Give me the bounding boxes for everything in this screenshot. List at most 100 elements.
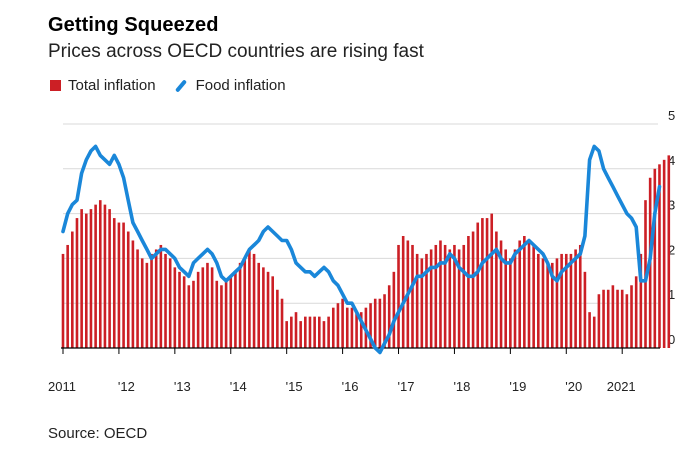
- bar-total-inflation: [541, 258, 545, 348]
- bar-total-inflation: [154, 249, 158, 348]
- bar-total-inflation: [164, 253, 167, 348]
- bar-total-inflation: [327, 316, 330, 348]
- bar-total-inflation: [383, 294, 386, 348]
- bar-total-inflation: [252, 253, 256, 348]
- bar-total-inflation: [606, 289, 610, 348]
- source-note: Source: OECD: [48, 425, 148, 442]
- bar-total-inflation: [243, 258, 247, 348]
- x-tick-label: '19: [509, 379, 526, 394]
- bar-total-inflation: [304, 316, 307, 348]
- bar-total-inflation: [341, 298, 344, 348]
- bar-total-inflation: [578, 244, 582, 348]
- bar-total-inflation: [639, 253, 643, 348]
- x-tick-label: '20: [565, 379, 582, 394]
- bar-total-inflation: [397, 244, 400, 348]
- bar-total-inflation: [630, 285, 633, 348]
- bar-total-inflation: [439, 240, 442, 348]
- bar-total-inflation: [126, 231, 130, 348]
- legend-item-total: Total inflation: [50, 77, 156, 94]
- bar-total-inflation: [80, 209, 83, 348]
- bar-total-inflation: [85, 213, 88, 348]
- bar-total-inflation: [150, 253, 153, 348]
- x-tick-label: '18: [453, 379, 470, 394]
- bar-total-inflation: [369, 303, 372, 348]
- bar-total-inflation: [471, 231, 475, 348]
- bar-total-inflation: [276, 289, 279, 348]
- bar-total-inflation: [653, 168, 657, 348]
- x-tick-label: '15: [286, 379, 303, 394]
- bar-total-inflation: [355, 312, 358, 348]
- legend-swatch-total: [50, 80, 61, 91]
- bar-total-inflation: [187, 285, 191, 348]
- bar-total-inflation: [178, 271, 181, 348]
- y-tick-label: 4: [668, 153, 675, 168]
- bar-total-inflation: [215, 280, 219, 348]
- bar-total-inflation: [415, 253, 419, 348]
- x-tick-label: '16: [342, 379, 359, 394]
- bar-total-inflation: [238, 262, 242, 348]
- bar-total-inflation: [262, 267, 265, 348]
- bar-total-inflation: [537, 253, 540, 348]
- bar-total-inflation: [667, 155, 671, 348]
- bar-total-inflation: [257, 262, 261, 348]
- bar-total-inflation: [229, 276, 233, 348]
- bar-total-inflation: [322, 321, 326, 348]
- bar-total-inflation: [485, 218, 489, 348]
- bar-total-inflation: [551, 262, 554, 348]
- bar-total-inflation: [98, 200, 102, 348]
- bar-total-inflation: [583, 271, 587, 348]
- bar-total-inflation: [271, 276, 274, 348]
- bar-total-inflation: [634, 276, 638, 348]
- chart-title: Getting Squeezed: [48, 14, 219, 36]
- bar-total-inflation: [597, 294, 601, 348]
- bar-total-inflation: [564, 253, 568, 348]
- bar-total-inflation: [373, 298, 377, 348]
- bar-total-inflation: [294, 312, 298, 348]
- bar-total-inflation: [61, 253, 65, 348]
- bar-total-inflation: [513, 249, 517, 348]
- bar-total-inflation: [527, 240, 531, 348]
- bar-total-inflation: [145, 262, 149, 348]
- bar-total-inflation: [429, 249, 433, 348]
- bar-total-inflation: [201, 267, 205, 348]
- bar-total-inflation: [299, 321, 302, 348]
- bar-total-inflation: [159, 244, 163, 348]
- bar-total-inflation: [476, 222, 480, 348]
- bar-total-inflation: [495, 231, 498, 348]
- bar-total-inflation: [662, 159, 666, 348]
- bar-total-inflation: [457, 249, 461, 348]
- x-tick-label: '12: [118, 379, 135, 394]
- bar-total-inflation: [592, 316, 596, 348]
- x-tick-label: '13: [174, 379, 191, 394]
- bar-total-inflation: [588, 312, 591, 348]
- bar-total-inflation: [290, 316, 293, 348]
- bar-total-inflation: [308, 316, 312, 348]
- bar-total-inflation: [318, 316, 321, 348]
- bar-total-inflation: [658, 164, 661, 348]
- bar-total-inflation: [560, 253, 563, 348]
- legend-item-food: Food inflation: [156, 77, 286, 94]
- bar-total-inflation: [71, 231, 74, 348]
- bar-total-inflation: [336, 303, 340, 348]
- legend-label-total: Total inflation: [68, 77, 156, 94]
- x-tick-label: 2011: [48, 379, 76, 394]
- bar-total-inflation: [532, 244, 535, 348]
- bar-total-inflation: [66, 244, 69, 348]
- bar-total-inflation: [224, 280, 228, 348]
- y-tick-label: 1: [668, 287, 675, 302]
- bar-total-inflation: [569, 253, 573, 348]
- bar-total-inflation: [173, 267, 177, 348]
- bar-total-inflation: [280, 298, 284, 348]
- bar-total-inflation: [122, 222, 125, 348]
- bar-total-inflation: [140, 258, 144, 348]
- bar-total-inflation: [359, 312, 363, 348]
- bar-total-inflation: [509, 258, 512, 348]
- bar-total-inflation: [546, 262, 549, 348]
- bar-total-inflation: [136, 249, 139, 348]
- bar-total-inflation: [210, 267, 214, 348]
- legend: Total inflation Food inflation: [50, 77, 286, 94]
- bar-total-inflation: [285, 321, 288, 348]
- bar-total-inflation: [420, 258, 424, 348]
